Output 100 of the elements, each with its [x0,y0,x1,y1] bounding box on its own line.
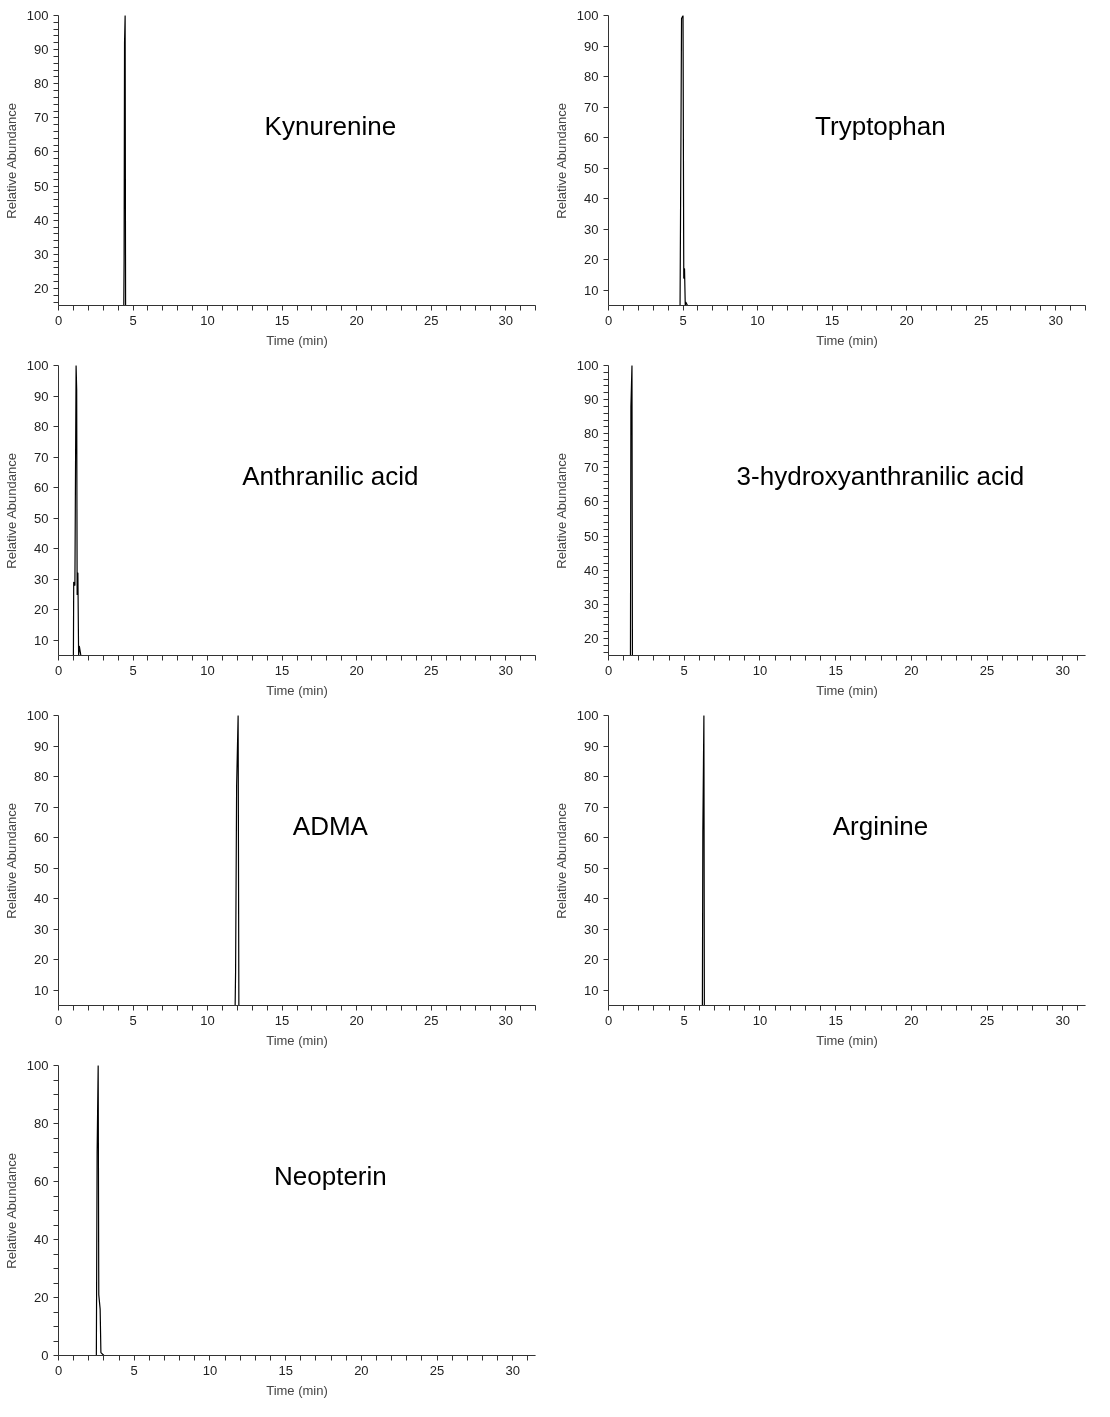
y-tick-label: 50 [584,528,599,544]
y-tick-label: 100 [576,708,599,723]
y-tick-label: 90 [584,392,599,408]
x-tick-label: 5 [680,1012,688,1028]
x-tick-label: 10 [202,1362,218,1378]
y-tick-label: 90 [34,42,49,58]
x-tick-label: 30 [1055,1012,1071,1028]
text: Neopterin [274,1160,387,1191]
x-tick-label: 5 [680,662,688,678]
y-tick-label: 20 [34,280,49,296]
y-tick-label: 40 [584,562,599,578]
y-tick-label: 40 [34,541,49,557]
x-tick-label: 10 [200,1012,215,1028]
x-axis-title: Time (min) [266,1382,328,1398]
x-tick-label: 20 [349,1012,364,1028]
y-tick-label: 30 [34,571,49,587]
y-tick-label: 60 [584,130,599,146]
y-tick-label: 20 [34,952,49,968]
x-tick-label: 15 [828,1012,843,1028]
y-tick-label: 40 [584,191,599,207]
x-tick-label: 30 [498,662,513,678]
x-tick-label: 25 [973,312,989,328]
text: Anthranilic acid [242,460,419,491]
text: 3-hydroxyanthranilic acid [736,460,1025,491]
y-tick-label: 50 [584,860,599,876]
y-tick-label: 100 [26,1058,49,1073]
y-tick-label: 30 [34,246,49,262]
y-tick-label: 0 [41,1348,49,1363]
x-tick-label: 30 [1055,662,1071,678]
x-axis-title: Time (min) [816,332,878,348]
text: Kynurenine [264,110,397,141]
x-tick-label: 0 [54,662,63,678]
x-tick-label: 25 [423,662,439,678]
x-tick-label: 10 [200,312,215,328]
y-tick-label: 20 [34,602,49,618]
x-tick-label: 20 [349,312,364,328]
y-tick-label: 60 [34,144,49,160]
x-tick-label: 20 [904,662,919,678]
y-tick-label: 60 [584,494,599,510]
x-tick-label: 20 [899,312,914,328]
x-tick-label: 30 [505,1362,521,1378]
y-tick-label: 90 [584,738,599,754]
x-tick-label: 20 [904,1012,919,1028]
x-tick-label: 15 [274,312,290,328]
x-axis-title: Time (min) [816,682,878,698]
y-tick-label: 80 [584,769,599,785]
y-tick-label: 20 [584,630,599,646]
y-tick-label: 100 [26,358,49,373]
y-tick-label: 60 [34,480,49,496]
x-axis-title: Time (min) [816,1032,878,1048]
y-tick-label: 100 [26,708,49,723]
y-tick-label: 10 [34,982,49,998]
y-axis-title: Relative Abundance [553,453,569,569]
y-axis-title: Relative Abundance [3,453,19,569]
y-tick-label: 30 [584,221,599,237]
y-tick-label: 30 [584,596,599,612]
y-axis-title: Relative Abundance [3,1153,19,1269]
x-tick-label: 25 [979,662,995,678]
x-tick-label: 5 [129,312,137,328]
x-tick-label: 15 [274,1012,290,1028]
y-tick-label: 60 [34,830,49,846]
y-tick-label: 10 [584,282,599,298]
x-tick-label: 15 [828,662,843,678]
x-tick-label: 5 [129,1012,137,1028]
y-tick-label: 90 [34,388,49,404]
y-tick-label: 50 [34,860,49,876]
y-tick-label: 40 [34,891,49,907]
y-tick-label: 80 [34,419,49,435]
y-tick-label: 40 [34,1232,49,1247]
y-tick-label: 70 [34,110,49,126]
x-tick-label: 30 [1048,312,1063,328]
y-tick-label: 80 [584,426,599,442]
x-tick-label: 15 [274,662,290,678]
y-tick-label: 20 [584,952,599,968]
y-tick-label: 40 [34,212,49,228]
y-tick-label: 70 [34,449,49,465]
x-tick-label: 5 [130,1362,138,1378]
x-tick-label: 10 [750,312,765,328]
x-tick-label: 30 [498,312,513,328]
x-tick-label: 15 [278,1362,293,1378]
text: Arginine [832,810,929,841]
y-tick-label: 50 [584,160,599,176]
x-tick-label: 15 [824,312,840,328]
x-tick-label: 5 [679,312,687,328]
x-tick-label: 0 [54,312,63,328]
x-tick-label: 10 [752,1012,768,1028]
x-axis-title: Time (min) [266,332,328,348]
x-tick-label: 10 [200,662,215,678]
y-tick-label: 20 [584,252,599,268]
y-tick-label: 70 [34,799,49,815]
x-tick-label: 25 [429,1362,445,1378]
x-tick-label: 20 [349,662,364,678]
y-tick-label: 30 [584,921,599,937]
text: ADMA [292,810,369,841]
y-tick-label: 40 [584,891,599,907]
y-tick-label: 10 [584,982,599,998]
y-tick-label: 20 [34,1290,49,1305]
x-tick-label: 20 [354,1362,369,1378]
y-tick-label: 80 [34,769,49,785]
x-tick-label: 0 [604,312,613,328]
